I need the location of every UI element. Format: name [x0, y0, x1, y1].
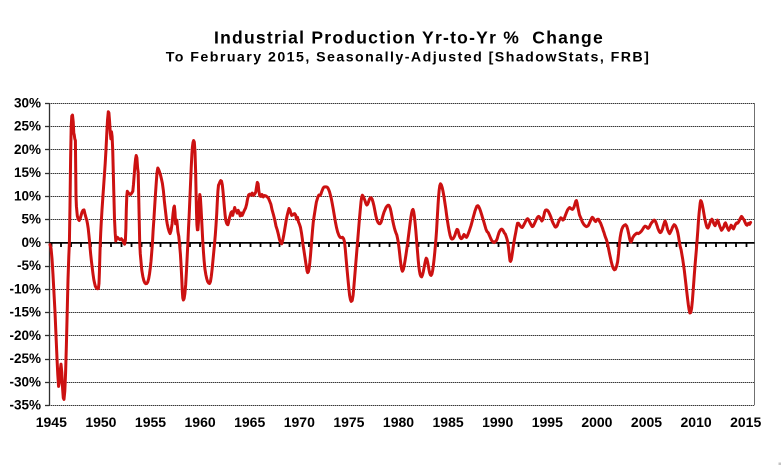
- svg-text:1950: 1950: [85, 414, 116, 430]
- svg-text:1960: 1960: [185, 414, 216, 430]
- svg-text:-30%: -30%: [9, 374, 41, 389]
- svg-text:25%: 25%: [14, 119, 41, 134]
- svg-text:1985: 1985: [433, 414, 464, 430]
- svg-text:10%: 10%: [14, 188, 41, 203]
- svg-text:30%: 30%: [14, 96, 41, 111]
- svg-text:To February 2015, Seasonally-A: To February 2015, Seasonally-Adjusted [S…: [166, 50, 651, 66]
- svg-text:1955: 1955: [135, 414, 166, 430]
- svg-text:Industrial Production Yr-to-Yr: Industrial Production Yr-to-Yr % Change: [214, 28, 604, 48]
- svg-text:-35%: -35%: [9, 398, 41, 413]
- svg-text:2005: 2005: [631, 414, 662, 430]
- svg-text:-15%: -15%: [9, 305, 41, 320]
- svg-text:1995: 1995: [532, 414, 563, 430]
- svg-text:0%: 0%: [21, 235, 41, 250]
- svg-text:2000: 2000: [581, 414, 612, 430]
- svg-text:-10%: -10%: [9, 281, 41, 296]
- svg-text:-25%: -25%: [9, 351, 41, 366]
- svg-text:1980: 1980: [383, 414, 414, 430]
- svg-text:2010: 2010: [681, 414, 712, 430]
- svg-text:2015: 2015: [730, 414, 761, 430]
- svg-text:1965: 1965: [234, 414, 265, 430]
- svg-text:-5%: -5%: [17, 258, 41, 273]
- svg-text:-20%: -20%: [9, 328, 41, 343]
- svg-text:15%: 15%: [14, 165, 41, 180]
- svg-text:1975: 1975: [333, 414, 364, 430]
- svg-text:1945: 1945: [36, 414, 67, 430]
- svg-text:5%: 5%: [21, 212, 41, 227]
- svg-text:20%: 20%: [14, 142, 41, 157]
- svg-text:1990: 1990: [482, 414, 513, 430]
- svg-text:1970: 1970: [284, 414, 315, 430]
